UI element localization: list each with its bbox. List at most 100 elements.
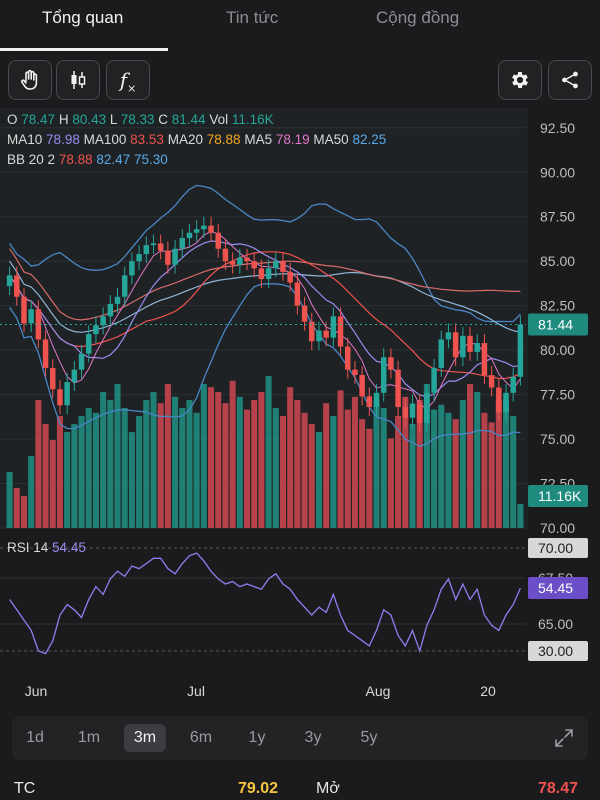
range-1d[interactable]: 1d	[26, 729, 44, 746]
volume-bar	[215, 392, 222, 528]
share-button[interactable]	[548, 60, 592, 100]
legend-bb-lower: 75.30	[133, 152, 168, 167]
volume-bar	[20, 496, 28, 528]
candle-body	[71, 369, 78, 383]
chart-area[interactable]: 92.50 90.00 87.50 85.00 82.50 80.00 77.50 75.00…	[0, 108, 600, 708]
reference-price-value: 79.02	[238, 780, 279, 797]
volume-bar	[128, 432, 135, 528]
candle-body	[316, 330, 322, 342]
candle-body	[424, 392, 430, 424]
volume-bar	[114, 384, 121, 528]
reference-price-label: TC	[14, 780, 36, 797]
candle-body	[93, 325, 99, 335]
range-1y[interactable]: 1y	[248, 729, 266, 746]
candle-body	[50, 367, 56, 390]
rsi-bound-tag	[528, 641, 588, 661]
candle-body	[215, 232, 221, 249]
legend-bb-mid: 78.88	[58, 152, 93, 167]
candle-body	[6, 275, 13, 287]
legend-open-value: 78.47	[21, 112, 56, 127]
volume-bar	[459, 400, 466, 528]
volume-bar	[157, 403, 164, 528]
bollinger-upper-line	[9, 184, 521, 323]
volume-bar	[164, 384, 171, 528]
candle-body	[402, 407, 409, 418]
range-5y[interactable]: 5y	[360, 729, 378, 746]
range-1m[interactable]: 1m	[77, 729, 101, 746]
price-chart[interactable]: 92.50 90.00 87.50 85.00 82.50 80.00 77.50 75.00…	[0, 108, 600, 708]
candle-body	[237, 257, 243, 265]
volume-bar	[502, 400, 510, 528]
legend-open-key: O	[7, 112, 18, 127]
candle-body	[222, 248, 229, 262]
tab-community[interactable]: Cộng đồng	[376, 8, 460, 27]
candle-body	[460, 335, 466, 358]
rsi-title: RSI 14	[7, 540, 49, 555]
candle-body	[157, 243, 164, 251]
volume-bar	[510, 416, 517, 528]
legend-ma50-key: MA50	[313, 132, 349, 147]
candle-body	[337, 316, 344, 347]
volume-bar	[409, 424, 416, 528]
ma100-line	[9, 248, 521, 321]
last-price-tag	[528, 313, 588, 336]
range-6m[interactable]: 6m	[189, 729, 213, 746]
bollinger-lower-line	[9, 283, 521, 448]
candle-body	[273, 261, 279, 269]
volume-bar	[35, 400, 42, 528]
candle-body	[467, 335, 473, 352]
legend-volume-key: Vol	[209, 112, 229, 127]
volume-bar	[337, 390, 344, 528]
volume-bar	[452, 419, 459, 528]
legend-ma5-value: 78.19	[275, 132, 310, 147]
legend-ma20-key: MA20	[167, 132, 203, 147]
candle-body	[496, 387, 502, 413]
volume-bar	[107, 400, 114, 528]
volume-bar	[56, 416, 63, 528]
volume-bar	[423, 384, 430, 528]
indicators-button[interactable]: f×	[106, 60, 150, 100]
hand-tool-button[interactable]	[8, 60, 52, 100]
range-3m[interactable]: 3m	[124, 724, 166, 752]
candle-body	[179, 238, 185, 249]
tab-news[interactable]: Tin tức	[226, 8, 279, 27]
legend-low-value: 78.33	[120, 112, 155, 127]
volume-bar	[193, 412, 200, 528]
x-tick-label: Jun	[25, 683, 48, 699]
candle-body	[380, 357, 387, 393]
volume-bar	[445, 412, 452, 528]
volume-bar	[100, 392, 107, 528]
candle-body	[251, 261, 257, 269]
chart-type-button[interactable]	[56, 60, 100, 100]
candle-body	[323, 330, 329, 338]
chart-toolbar: f×	[0, 52, 600, 108]
legend-ma50-value: 82.25	[352, 132, 387, 147]
legend-ma10-key: MA10	[7, 132, 43, 147]
candle-body	[294, 282, 301, 306]
rsi-bound-tag	[528, 538, 588, 558]
volume-bar	[387, 438, 394, 528]
candle-body	[488, 375, 495, 388]
volume-bar	[200, 384, 207, 528]
settings-button[interactable]	[498, 60, 542, 100]
candle-body	[35, 309, 42, 340]
candle-body	[150, 243, 157, 246]
ma-legend: MA10 78.98 MA100 83.53 MA20 78.88 MA5 78…	[7, 132, 386, 147]
tab-overview[interactable]: Tổng quan	[42, 8, 124, 27]
volume-bar	[495, 400, 502, 528]
candle-body	[503, 392, 509, 413]
volume-bar	[279, 416, 287, 528]
volume-bar	[380, 408, 387, 528]
legend-low-key: L	[109, 112, 117, 127]
fullscreen-button[interactable]	[552, 726, 576, 755]
volume-bar	[351, 396, 358, 528]
volume-bar	[236, 396, 243, 528]
candle-body	[409, 403, 416, 418]
candle-body	[438, 339, 444, 368]
rsi-value: 54.45	[52, 540, 86, 555]
legend-high-value: 80.43	[72, 112, 107, 127]
volume-bar	[121, 408, 128, 528]
volume-bar	[150, 392, 157, 528]
candle-body	[107, 303, 114, 317]
range-3y[interactable]: 3y	[304, 729, 322, 746]
